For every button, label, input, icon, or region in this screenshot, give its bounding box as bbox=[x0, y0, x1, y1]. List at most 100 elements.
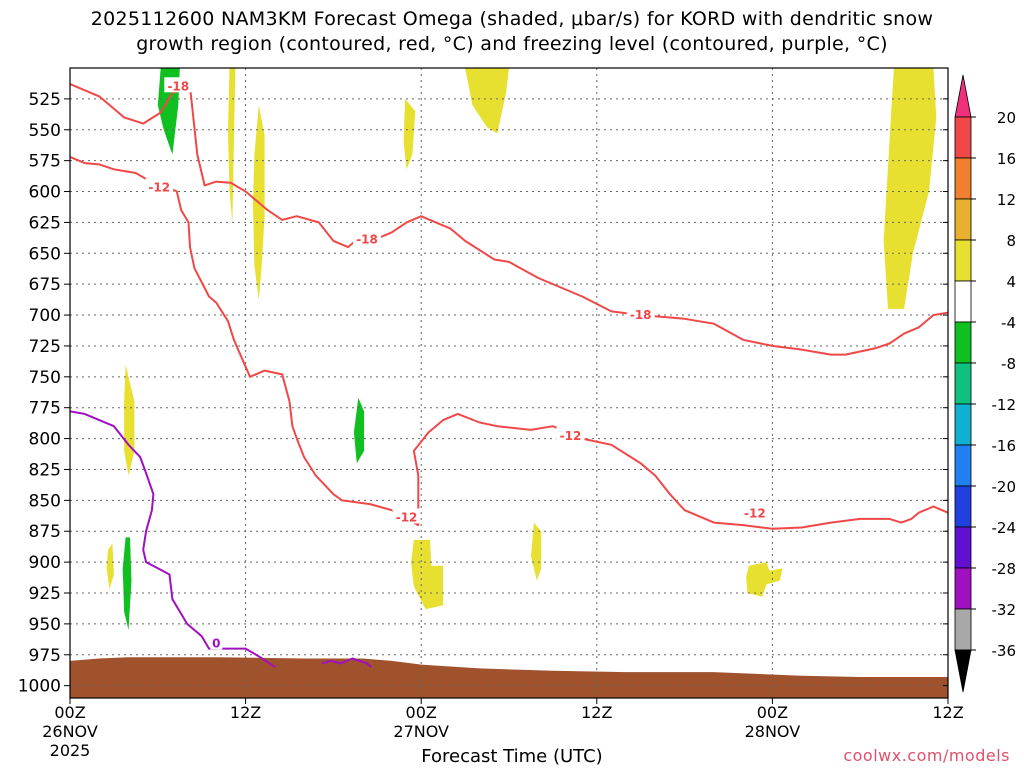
colorbar-segment bbox=[954, 157, 972, 200]
y-tick-label: 950 bbox=[29, 615, 61, 635]
contour-lines bbox=[70, 83, 948, 668]
colorbar-tick-label: -28 bbox=[992, 560, 1017, 578]
colorbar-tick-label: -12 bbox=[992, 396, 1017, 414]
y-tick-label: 925 bbox=[29, 584, 61, 604]
y-axis: 525 550 575 600 625 650 675 700 725 750 775 800 825 8… bbox=[18, 90, 948, 697]
contour-label: -18 bbox=[356, 232, 378, 246]
y-tick-label: 625 bbox=[29, 213, 61, 233]
omega-region bbox=[122, 537, 132, 631]
grid-lines bbox=[70, 68, 948, 698]
chart-title-line-2: growth region (contoured, red, °C) and f… bbox=[136, 33, 888, 55]
contour-label: -12 bbox=[396, 510, 418, 524]
x-tick-label: 00Z bbox=[54, 703, 85, 722]
contour-label-bg bbox=[164, 77, 193, 93]
contour-labels: -18 -18 -18 -12 -12 -12 -12 0 bbox=[145, 77, 769, 650]
colorbar-segment bbox=[954, 198, 972, 241]
contour-line bbox=[70, 155, 948, 530]
y-tick-label: 525 bbox=[29, 90, 61, 110]
colorbar-tick-label: 4 bbox=[1006, 273, 1016, 291]
x-tick-label: 12Z bbox=[932, 703, 963, 722]
x-tick-label: 2025 bbox=[50, 741, 91, 760]
colorbar: 20 16 12 8 4 -4 -8 -12 -16 -20 -24 -28 -32 -36 bbox=[954, 74, 1017, 693]
colorbar-bottom-arrow bbox=[954, 649, 972, 693]
colorbar-segment bbox=[954, 485, 972, 528]
omega-region bbox=[883, 68, 937, 309]
y-tick-label: 675 bbox=[29, 275, 61, 295]
colorbar-segment bbox=[954, 321, 972, 364]
colorbar-tick-label: 16 bbox=[997, 150, 1016, 168]
colorbar-segment bbox=[954, 526, 972, 569]
contour-label: -12 bbox=[560, 429, 582, 443]
contour-label-bg bbox=[626, 305, 655, 321]
plot-frame bbox=[69, 67, 949, 699]
x-tick-label: 00Z bbox=[406, 703, 437, 722]
contour-label: -12 bbox=[148, 181, 170, 195]
y-tick-label: 1000 bbox=[18, 677, 61, 697]
contour-label-bg bbox=[210, 634, 223, 650]
contour-line bbox=[70, 410, 276, 668]
x-tick-label: 27NOV bbox=[393, 722, 449, 741]
omega-region bbox=[228, 68, 236, 223]
y-tick-label: 700 bbox=[29, 306, 61, 326]
y-tick-label: 550 bbox=[29, 121, 61, 141]
contour-label-bg bbox=[392, 508, 421, 524]
y-tick-label: 900 bbox=[29, 553, 61, 573]
omega-region bbox=[411, 539, 444, 610]
contour-label: -12 bbox=[744, 507, 766, 521]
colorbar-tick-label: -16 bbox=[992, 437, 1017, 455]
omega-region bbox=[106, 543, 114, 590]
x-tick-label: 12Z bbox=[581, 703, 612, 722]
omega-region bbox=[353, 397, 365, 464]
y-tick-label: 650 bbox=[29, 244, 61, 264]
colorbar-tick-label: -20 bbox=[992, 478, 1017, 496]
omega-shading bbox=[106, 68, 937, 631]
colorbar-tick-label: -36 bbox=[992, 642, 1017, 660]
colorbar-tick-label: -8 bbox=[1001, 355, 1016, 373]
y-tick-label: 575 bbox=[29, 152, 61, 172]
x-tick-label: 00Z bbox=[757, 703, 788, 722]
contour-label-bg bbox=[556, 426, 585, 442]
y-tick-label: 825 bbox=[29, 460, 61, 480]
contour-label-bg bbox=[353, 230, 382, 246]
contour-line bbox=[70, 83, 948, 356]
colorbar-segment bbox=[954, 116, 972, 159]
y-tick-label: 600 bbox=[29, 183, 61, 203]
contour-label-bg bbox=[145, 178, 174, 194]
x-axis-label: Forecast Time (UTC) bbox=[421, 746, 603, 767]
y-tick-label: 750 bbox=[29, 368, 61, 388]
contour-label: 0 bbox=[212, 636, 220, 650]
terrain-fill bbox=[70, 657, 948, 698]
credit-text: coolwx.com/models bbox=[843, 746, 1010, 765]
contour-line bbox=[321, 657, 373, 668]
colorbar-segment bbox=[954, 608, 972, 651]
colorbar-segment bbox=[954, 362, 972, 405]
omega-region bbox=[124, 364, 135, 476]
colorbar-tick-label: -32 bbox=[992, 601, 1017, 619]
contour-label: -18 bbox=[167, 79, 189, 93]
y-tick-label: 725 bbox=[29, 337, 61, 357]
colorbar-tick-label: 20 bbox=[997, 109, 1016, 127]
x-tick-label: 12Z bbox=[230, 703, 261, 722]
omega-region bbox=[403, 98, 416, 170]
colorbar-tick-label: 12 bbox=[997, 191, 1016, 209]
colorbar-tick-label: -4 bbox=[1001, 314, 1016, 332]
x-tick-label: 28NOV bbox=[745, 722, 801, 741]
omega-region bbox=[531, 522, 542, 581]
colorbar-tick-label: -24 bbox=[992, 519, 1017, 537]
colorbar-segment bbox=[954, 403, 972, 446]
contour-label-bg bbox=[740, 504, 769, 520]
y-tick-label: 850 bbox=[29, 491, 61, 511]
contour-label: -18 bbox=[630, 308, 652, 322]
omega-region bbox=[746, 562, 783, 597]
terrain-layer bbox=[70, 657, 948, 698]
chart-title-line-1: 2025112600 NAM3KM Forecast Omega (shaded… bbox=[90, 8, 934, 30]
x-tick-label: 26NOV bbox=[42, 722, 98, 741]
y-tick-label: 875 bbox=[29, 522, 61, 542]
colorbar-segment bbox=[954, 444, 972, 487]
colorbar-tick-label: 8 bbox=[1006, 232, 1016, 250]
y-tick-label: 800 bbox=[29, 430, 61, 450]
omega-region bbox=[465, 68, 509, 134]
colorbar-segment bbox=[954, 280, 972, 323]
